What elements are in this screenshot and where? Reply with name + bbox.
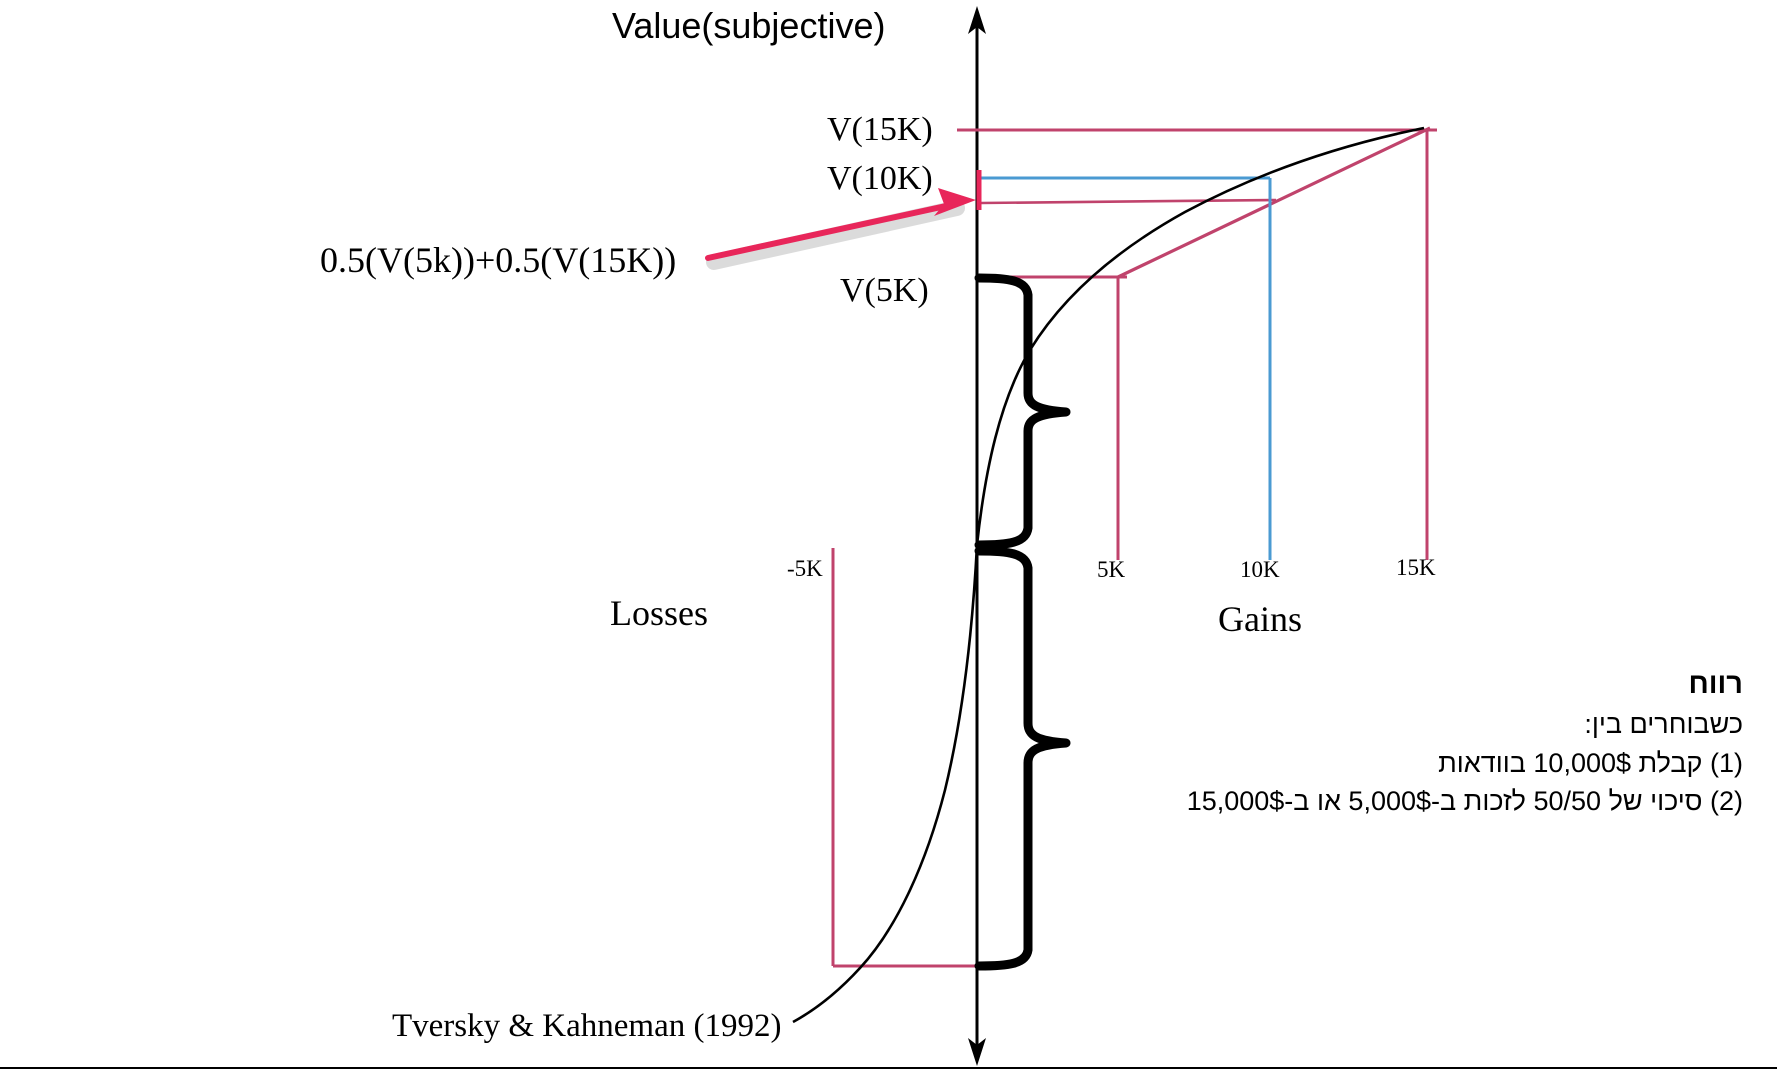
v10k-label: V(10K): [827, 160, 933, 197]
expected-value-arrow-head: [934, 188, 976, 216]
v15k-label: V(15K): [827, 111, 933, 148]
hebrew-note-line-1: כשבוחרים בין:: [1584, 709, 1743, 740]
x-tick-neg5k: -5K: [787, 556, 823, 581]
gains-curve: [975, 126, 1425, 546]
y-axis-title: Value(subjective): [612, 5, 886, 46]
losses-curve: [792, 544, 979, 1024]
x-tick-5k: 5K: [1097, 557, 1126, 582]
hebrew-note-line-2: (1) קבלת 10,000$ בוודאות: [1438, 747, 1743, 778]
expected-value-arrow-group: [705, 170, 982, 270]
y-axis-arrow-top: [968, 6, 986, 34]
gains-region-label: Gains: [1218, 599, 1302, 639]
crimson-construction-lines: [831, 126, 1437, 968]
hebrew-note-block: רווח כשבוחרים בין: (1) קבלת 10,000$ בווד…: [983, 664, 1743, 820]
v5k-label: V(5K): [840, 272, 929, 309]
expected-value-horizontal-line: [980, 198, 1277, 205]
blue-construction-lines: [978, 176, 1272, 560]
braces-group: [974, 273, 1071, 971]
y-axis-arrow-bottom: [968, 1038, 986, 1066]
expected-value-arrow-shaft: [705, 201, 958, 261]
hebrew-note-title: רווח: [1688, 668, 1743, 700]
value-function-curve-group: [792, 126, 1425, 1024]
hebrew-note-line-3: (2) סיכוי של 50/50 לזכות ב-5,000$ או ב-1…: [1186, 785, 1743, 816]
losses-brace: [974, 546, 1071, 971]
gains-brace: [974, 273, 1071, 550]
citation-label: Tversky & Kahneman (1992): [392, 1008, 782, 1044]
gamble-chord-line: [1117, 126, 1431, 279]
expected-value-expression-label: 0.5(V(5k))+0.5(V(15K)): [320, 240, 677, 280]
slide-bottom-rule: [0, 1067, 1777, 1075]
arrow-shadow: [706, 200, 965, 270]
x-tick-15k: 15K: [1396, 555, 1436, 580]
x-tick-10k: 10K: [1240, 557, 1280, 582]
losses-region-label: Losses: [610, 593, 708, 633]
